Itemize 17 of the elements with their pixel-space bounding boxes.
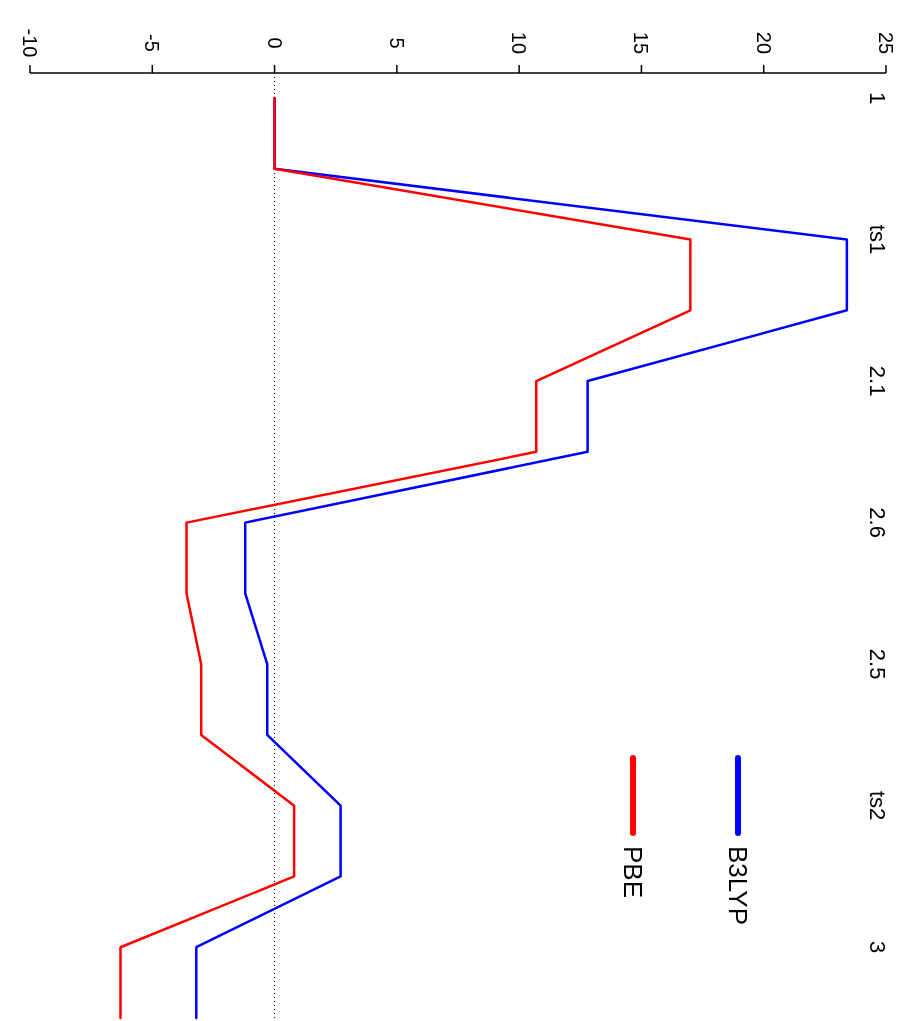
y-tick-label: 2.5 xyxy=(865,648,891,680)
x-tick-label: 10 xyxy=(508,31,531,55)
x-tick-label: 20 xyxy=(752,31,775,55)
y-tick-label: 2.1 xyxy=(865,365,891,397)
x-tick-label: -10 xyxy=(19,28,41,58)
x-tick-label: 5 xyxy=(385,37,408,49)
y-tick-label: ts1 xyxy=(865,224,891,255)
y-tick-label: 2.6 xyxy=(865,507,891,538)
y-tick-label: 1 xyxy=(865,91,891,105)
text: PBE xyxy=(617,846,648,899)
x-tick-label: -5 xyxy=(141,34,164,52)
y-tick-label: ts2 xyxy=(865,791,891,821)
text: B3LYP xyxy=(722,846,753,926)
x-tick-label: 15 xyxy=(630,31,653,55)
y-tick-label: 3 xyxy=(865,941,891,954)
x-tick-label: 25 xyxy=(875,31,897,55)
x-tick-label: 0 xyxy=(263,37,286,49)
